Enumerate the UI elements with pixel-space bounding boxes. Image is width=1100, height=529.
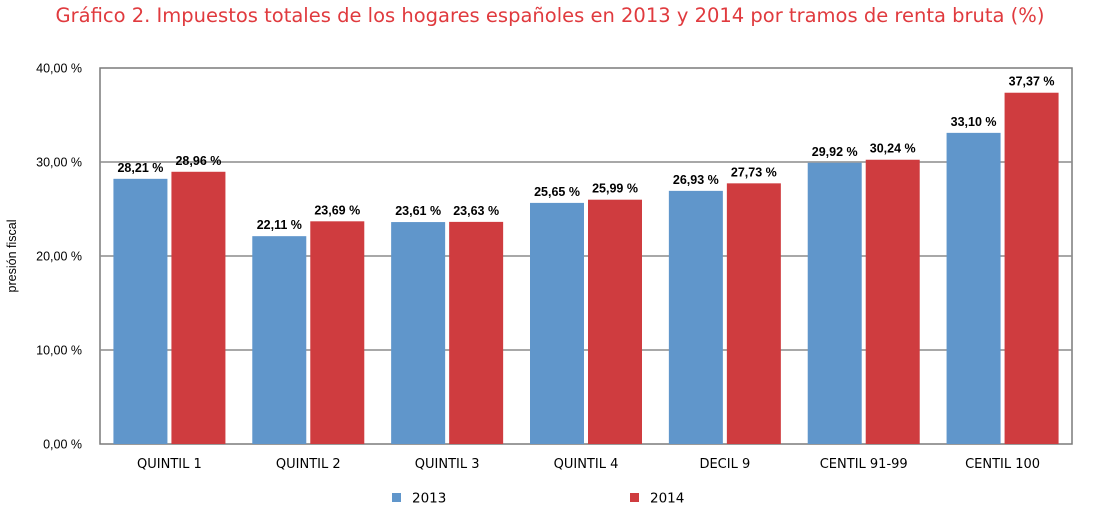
bar-2014-3 [588,199,642,444]
data-label: 37,37 % [1009,75,1055,89]
bar-2014-1 [310,221,365,444]
bar-2013-3 [530,202,584,444]
bar-2013-1 [252,236,307,444]
x-tick-label: QUINTIL 4 [554,457,619,472]
x-tick-label: CENTIL 100 [965,457,1040,472]
data-label: 23,69 % [314,203,360,217]
y-tick-label: 40,00 % [36,62,82,76]
data-label: 25,65 % [534,185,580,199]
legend-swatch-2014 [630,493,639,502]
data-label: 23,61 % [395,204,441,218]
data-label: 22,11 % [257,218,302,232]
legend-swatch-2013 [392,493,401,502]
x-tick-label: DECIL 9 [699,457,750,472]
bar-2014-6 [1004,92,1059,445]
x-tick-label: QUINTIL 2 [276,457,341,472]
y-tick-label: 20,00 % [36,250,82,264]
data-label: 25,99 % [592,182,638,196]
data-label: 26,93 % [673,173,719,187]
legend-label: 2014 [650,491,684,507]
y-tick-label: 30,00 % [36,156,82,170]
y-axis-label: presión fiscal [5,220,19,293]
bar-2013-2 [391,222,446,444]
data-label: 23,63 % [453,204,499,218]
x-tick-label: QUINTIL 1 [137,457,202,472]
data-label: 28,96 % [175,154,221,168]
bar-2014-5 [865,159,920,444]
bar-2013-6 [946,132,1001,445]
data-label: 33,10 % [951,115,997,129]
bar-2014-0 [171,171,226,444]
bar-2014-4 [726,183,781,444]
x-tick-label: QUINTIL 3 [415,457,480,472]
bar-2013-5 [807,162,862,444]
data-label: 28,21 % [117,161,163,175]
data-label: 29,92 % [812,145,858,159]
bar-2013-4 [668,190,723,444]
legend-label: 2013 [412,491,446,507]
chart-title: Gráfico 2. Impuestos totales de los hoga… [55,4,1045,27]
bar-2013-0 [113,178,168,445]
bar-2014-2 [449,221,504,444]
y-tick-label: 0,00 % [43,438,82,452]
x-tick-label: CENTIL 91-99 [820,457,908,472]
y-tick-label: 10,00 % [36,344,82,358]
data-label: 30,24 % [870,142,916,156]
data-label: 27,73 % [731,165,777,179]
